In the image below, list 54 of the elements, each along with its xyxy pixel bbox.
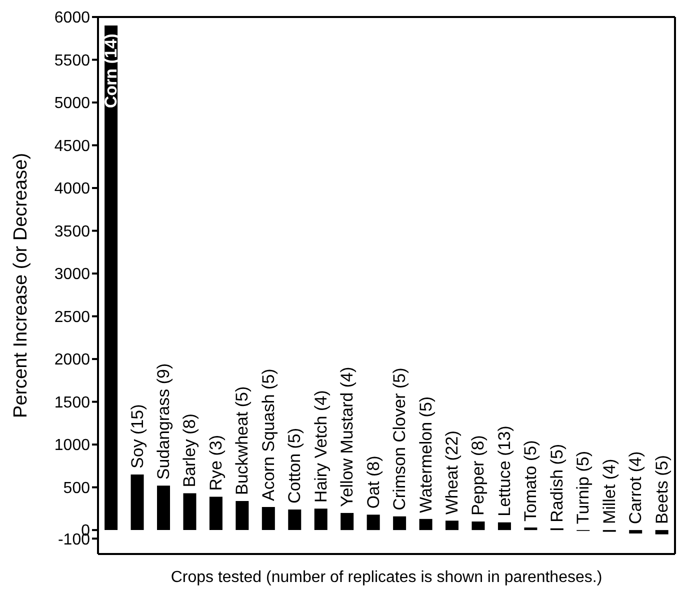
x-tick-label: Hairy Vetch (4) xyxy=(311,390,330,503)
x-tick-label: Millet (4) xyxy=(600,458,619,524)
bar xyxy=(340,512,354,530)
x-tick-label: Buckwheat (5) xyxy=(232,386,252,495)
x-tick-label: Sudangrass (9) xyxy=(154,363,174,480)
y-tick-label: 500 xyxy=(63,480,90,497)
bar xyxy=(446,520,459,530)
y-tick-label: 6000 xyxy=(54,10,90,27)
bar xyxy=(524,527,538,530)
x-tick-label: Lettuce (13) xyxy=(494,426,514,516)
bar xyxy=(419,518,432,530)
x-tick-label: Wheat (22) xyxy=(442,430,462,515)
x-tick-label: Pepper (8) xyxy=(468,435,488,516)
y-axis-title: Percent Increase (or Decrease) xyxy=(10,152,32,418)
x-axis-title: Crops tested (number of replicates is shown in parentheses.) xyxy=(170,569,602,586)
x-tick-label: Barley (8) xyxy=(180,414,200,488)
x-tick-label: Acorn Squash (5) xyxy=(258,368,278,501)
bar xyxy=(262,506,275,530)
y-tick-label: 3500 xyxy=(54,223,90,240)
bar xyxy=(393,516,406,530)
bar xyxy=(130,474,144,530)
bar xyxy=(236,500,249,530)
bar xyxy=(104,26,118,530)
x-tick-label: Radish (5) xyxy=(547,444,566,522)
x-tick-label: Tomato (5) xyxy=(521,440,540,522)
y-tick-label: 1000 xyxy=(54,437,90,454)
x-tick-label: Turnip (5) xyxy=(574,450,593,524)
x-tick-label: Crimson Clover (5) xyxy=(390,368,410,510)
x-tick-label: Rye (3) xyxy=(206,434,226,491)
y-tick-label: 2500 xyxy=(54,308,90,326)
x-tick-label: Beets (5) xyxy=(652,455,672,524)
y-tick-label: 3000 xyxy=(54,266,90,284)
bar xyxy=(157,486,170,530)
x-tick-label: Carrot (4) xyxy=(626,451,646,524)
bar xyxy=(629,530,642,534)
x-tick-label: Watermelon (5) xyxy=(416,396,436,513)
bar xyxy=(366,514,380,530)
y-tick-label: 1500 xyxy=(54,394,90,412)
y-tick-label: 2000 xyxy=(54,352,90,369)
x-tick-label: Yellow Mustard (4) xyxy=(338,366,357,507)
bar xyxy=(498,522,511,530)
y-tick-label: 4500 xyxy=(54,138,90,155)
y-tick-label: 5500 xyxy=(54,52,90,70)
bar xyxy=(472,522,485,530)
bar xyxy=(288,510,302,530)
bar xyxy=(209,496,222,530)
y-tick-label: 4000 xyxy=(54,180,90,198)
bar xyxy=(314,508,328,530)
bar xyxy=(183,493,196,530)
x-tick-label: Soy (15) xyxy=(128,404,147,468)
x-tick-label: Oat (8) xyxy=(364,456,383,509)
bar xyxy=(655,530,668,534)
y-tick-label: 5000 xyxy=(54,95,90,112)
x-tick-label: Cotton (5) xyxy=(285,428,304,504)
